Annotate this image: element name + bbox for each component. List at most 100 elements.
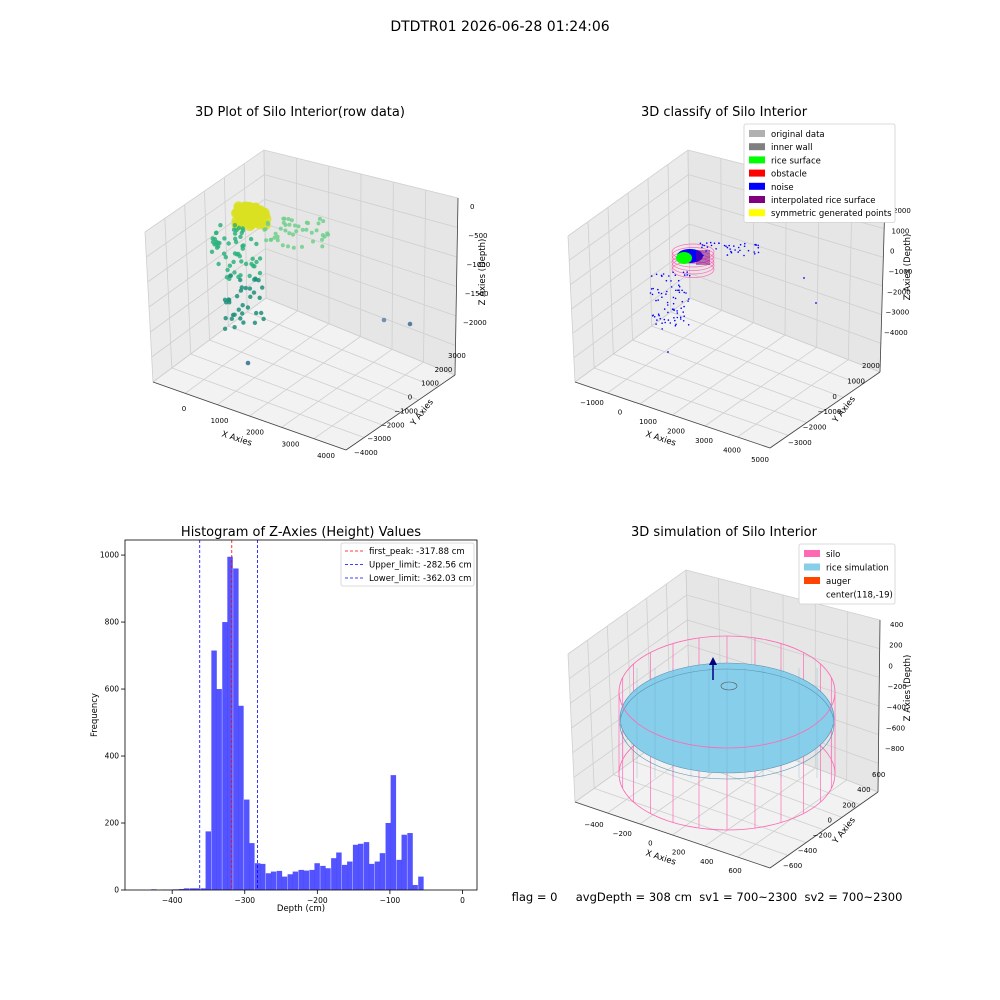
noise-point	[678, 285, 681, 288]
z-tick-label: −200	[888, 683, 907, 691]
histogram-bar	[189, 888, 196, 890]
histogram-bar	[342, 864, 348, 890]
y-tick-label: 2000	[435, 366, 453, 374]
histogram-bar	[309, 869, 315, 890]
scatter-point	[224, 275, 230, 280]
z-tick-label: −600	[886, 724, 905, 732]
noise-point	[649, 292, 652, 294]
z-tick-label: 2000	[893, 207, 911, 215]
scatter-point	[296, 224, 301, 229]
scatter-point	[280, 243, 285, 248]
x-tick-label: 5000	[751, 456, 769, 464]
legend-swatch	[749, 209, 765, 217]
noise-point	[657, 288, 659, 291]
scatter-point	[232, 223, 238, 228]
noise-point	[726, 254, 729, 256]
y-tick-label: −1000	[394, 407, 418, 415]
noise-point	[675, 323, 677, 326]
y-tick-label: −4000	[354, 449, 378, 457]
legend-label: rice surface	[771, 156, 821, 166]
noise-point	[670, 280, 672, 282]
axis-x-line	[152, 381, 347, 451]
noise-point	[661, 322, 663, 325]
scatter-point	[304, 227, 309, 232]
noise-point	[650, 288, 653, 290]
scatter-point	[225, 267, 230, 273]
scatter-point	[282, 216, 287, 221]
x-tick-label: 2000	[667, 428, 685, 436]
histogram-bar	[357, 843, 364, 890]
z-tick-label: 1000	[892, 227, 910, 235]
scatter-point	[250, 256, 255, 261]
scatter-point	[226, 297, 231, 302]
noise-point	[669, 322, 672, 324]
noise-point	[743, 245, 746, 248]
noise-point	[661, 328, 663, 330]
scatter-point	[320, 244, 325, 249]
noise-point	[815, 302, 817, 304]
scatter-point	[238, 316, 243, 321]
scatter-point	[232, 312, 237, 317]
axis-y-line	[345, 374, 456, 451]
noise-point	[655, 323, 657, 325]
noise-point	[666, 301, 669, 304]
legend-label: center(118,-19)	[826, 591, 893, 601]
y-tick-label: 1000	[100, 551, 119, 560]
scatter-point	[223, 255, 228, 260]
z-tick-label: −4000	[884, 329, 908, 337]
scatter-point	[314, 228, 319, 233]
legend-swatch	[749, 143, 765, 151]
axis-x-line	[574, 381, 771, 449]
z-tick-label: 0	[470, 203, 474, 211]
x-axis-label: Depth (cm)	[277, 904, 325, 914]
scatter-point	[238, 288, 244, 293]
noise-point	[753, 251, 755, 253]
legend-label: silo	[826, 550, 840, 560]
legend-label: obstacle	[771, 170, 807, 180]
z-tick-label: −1500	[465, 290, 489, 298]
scatter-point	[221, 251, 227, 256]
z-tick-label: −3000	[886, 309, 910, 317]
histogram-bar	[401, 834, 407, 890]
scatter-point	[286, 244, 290, 249]
axis-z-line	[877, 619, 881, 793]
scatter-point	[232, 270, 237, 275]
scatter-point	[254, 241, 259, 247]
histogram-bar	[249, 843, 255, 890]
histogram-bar	[385, 823, 391, 890]
rice-surface-cluster	[676, 252, 692, 264]
histogram-bar	[233, 568, 239, 890]
noise-point	[713, 242, 716, 244]
noise-point	[688, 274, 691, 277]
noise-point	[673, 317, 675, 319]
scatter-point	[243, 210, 254, 222]
scatter-point	[322, 234, 327, 239]
noise-point	[672, 302, 675, 305]
legend-swatch	[804, 563, 820, 571]
histogram-bar	[178, 889, 185, 890]
scatter-point	[234, 227, 239, 233]
grid-line	[152, 297, 456, 383]
scatter-point	[287, 231, 292, 236]
scatter-point	[300, 244, 304, 249]
legend-frame	[798, 543, 896, 605]
noise-point	[705, 250, 707, 252]
noise-point	[676, 316, 679, 319]
noise-point	[658, 314, 660, 317]
noise-point	[679, 316, 682, 319]
noise-point	[739, 249, 741, 252]
histogram-bar	[222, 622, 228, 890]
plot-3d-simulation: −400−20002004006006004002000−200−400−600…	[567, 525, 913, 875]
scatter-point	[287, 222, 292, 227]
scatter-point	[254, 259, 259, 265]
noise-point	[676, 312, 679, 314]
histogram-bar	[314, 863, 320, 890]
scatter-point	[272, 235, 277, 240]
scatter-point	[234, 294, 240, 299]
histogram-bar	[374, 861, 381, 890]
grid-line	[151, 272, 456, 358]
histogram-bar	[259, 863, 266, 890]
grid-line	[150, 248, 457, 333]
axis-z-line	[454, 197, 459, 376]
scatter-point	[232, 251, 238, 256]
